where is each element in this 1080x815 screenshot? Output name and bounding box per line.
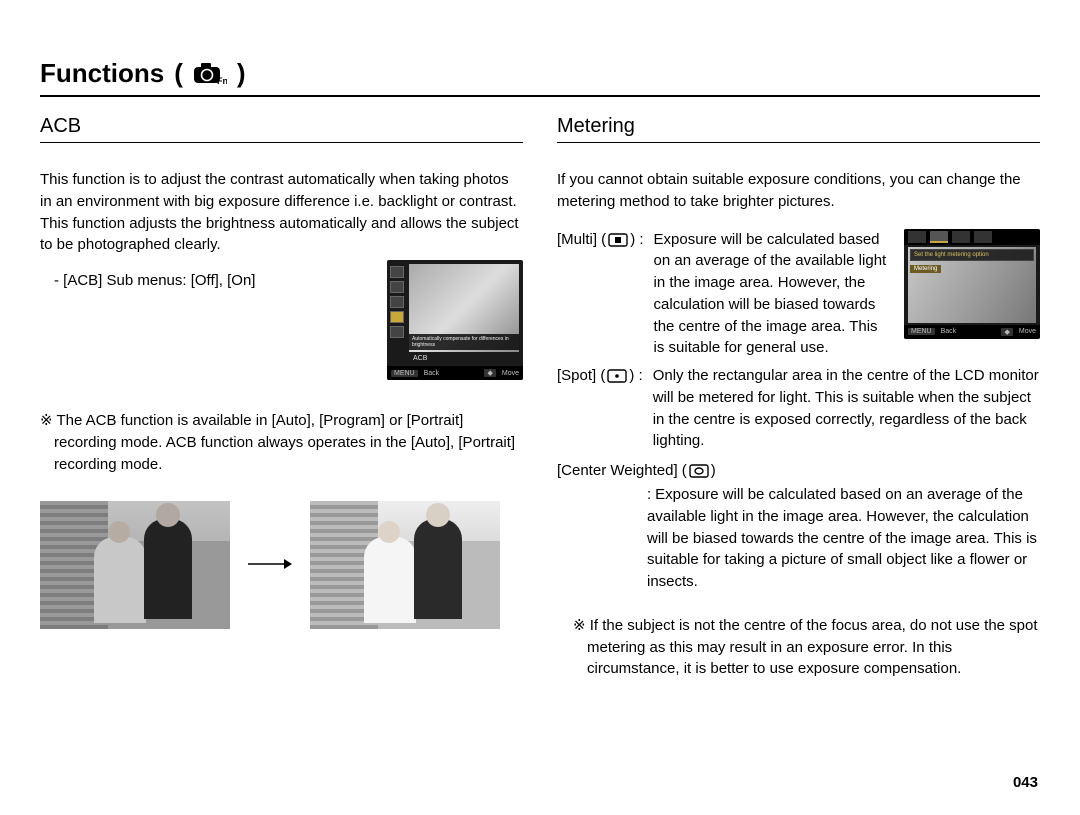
metering-heading: Metering <box>557 115 1040 143</box>
met-lcd-move-btn: ◆ <box>1001 328 1012 336</box>
acb-lcd-label: ACB <box>413 355 427 362</box>
acb-lcd-screenshot: Automatically compensate for differences… <box>387 260 523 380</box>
right-column: Metering If you cannot obtain suitable e… <box>557 115 1040 680</box>
spot-icon <box>607 368 627 390</box>
met-lcd-move: Move <box>1019 328 1036 335</box>
met-lcd-menu-btn: MENU <box>908 328 935 335</box>
fn-camera-icon: Fn <box>193 62 227 86</box>
title-close-paren: ) <box>237 58 246 89</box>
left-column: ACB This function is to adjust the contr… <box>40 115 523 680</box>
page-title-row: Functions ( Fn ) <box>40 58 1040 97</box>
title-open-paren: ( <box>174 58 183 89</box>
metering-note: ※ If the subject is not the centre of th… <box>587 615 1040 680</box>
arrow-right-icon <box>248 551 292 579</box>
acb-note: ※ The ACB function is available in [Auto… <box>54 410 523 475</box>
spot-label: [Spot] <box>557 367 596 384</box>
acb-submenu: - [ACB] Sub menus: [Off], [On] <box>54 272 367 289</box>
acb-lcd-tip: Automatically compensate for differences… <box>409 334 519 350</box>
metering-spot-item: [Spot] () : Only the rectangular area in… <box>557 365 1040 452</box>
cw-label: [Center Weighted] <box>557 462 678 479</box>
metering-cw-label-row: [Center Weighted] () <box>557 462 1040 482</box>
met-lcd-tip: Set the light metering option <box>910 249 1034 261</box>
spot-desc: Only the rectangular area in the centre … <box>653 365 1040 452</box>
acb-lcd-move-btn: ◆ <box>484 369 495 377</box>
center-weighted-icon <box>689 464 709 482</box>
metering-lcd-screenshot: Set the light metering option Metering M… <box>904 229 1040 339</box>
acb-intro: This function is to adjust the contrast … <box>40 169 523 256</box>
acb-lcd-menu-btn: MENU <box>391 370 418 377</box>
acb-before-photo <box>40 501 230 629</box>
acb-lcd-move: Move <box>502 370 519 377</box>
metering-multi-item: [Multi] () : Exposure will be calculated… <box>557 229 888 360</box>
multi-desc: Exposure will be calculated based on an … <box>654 229 888 360</box>
acb-after-photo <box>310 501 500 629</box>
page-title: Functions <box>40 58 164 89</box>
metering-intro: If you cannot obtain suitable exposure c… <box>557 169 1040 213</box>
met-lcd-opt: Metering <box>910 265 941 273</box>
page-number: 043 <box>1013 774 1038 791</box>
met-lcd-back: Back <box>941 328 957 335</box>
multi-label: [Multi] <box>557 231 597 248</box>
cw-desc: :Exposure will be calculated based on an… <box>647 484 1040 593</box>
multi-icon <box>608 232 628 254</box>
acb-lcd-back: Back <box>424 370 440 377</box>
svg-text:Fn: Fn <box>217 76 227 86</box>
acb-heading: ACB <box>40 115 523 143</box>
acb-compare-row <box>40 501 523 629</box>
